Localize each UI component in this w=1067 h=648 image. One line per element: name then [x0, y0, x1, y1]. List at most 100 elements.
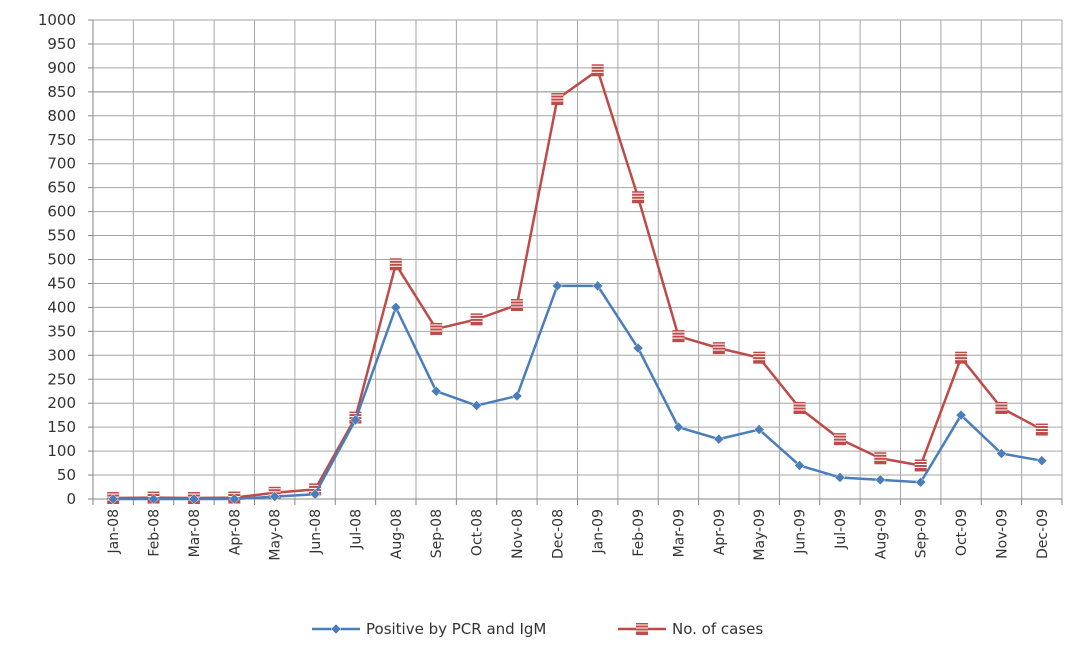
data-point — [632, 342, 644, 354]
x-tick-label: Apr-09 — [712, 509, 728, 555]
data-point — [833, 433, 846, 446]
x-tick-label: Aug-08 — [389, 509, 405, 559]
data-point — [269, 491, 281, 502]
data-point — [510, 299, 523, 312]
series-positive-by-pcr-and-igm — [107, 280, 1048, 505]
x-tick-label: Apr-08 — [227, 509, 243, 555]
data-point — [148, 493, 159, 505]
y-tick-label: 900 — [47, 59, 76, 77]
x-tick-label: Nov-09 — [994, 509, 1010, 559]
x-tick-label: Sep-08 — [429, 509, 445, 558]
x-tick-label: Aug-09 — [873, 509, 889, 559]
data-point — [591, 64, 604, 77]
data-point — [1035, 423, 1048, 436]
y-tick-label: 350 — [47, 322, 76, 340]
data-point — [430, 385, 442, 397]
data-point — [995, 401, 1008, 414]
data-point — [672, 330, 685, 343]
legend-item: Positive by PCR and IgM — [312, 620, 546, 638]
data-point — [592, 280, 604, 292]
x-tick-label: Nov-08 — [510, 509, 526, 559]
data-point — [673, 421, 684, 433]
y-tick-label: 800 — [47, 107, 76, 125]
data-point — [430, 322, 443, 335]
x-tick-label: Oct-09 — [954, 509, 970, 556]
data-point — [713, 433, 725, 445]
data-point — [712, 342, 725, 355]
y-axis-tick-labels: 0 50 100 150 200 250 300 350 400 450 500 550 600 650 7… — [38, 11, 76, 508]
series-line — [113, 284, 1043, 501]
y-tick-label: 850 — [47, 83, 76, 101]
data-point — [874, 474, 886, 486]
legend: Positive by PCR and IgM No. of cases — [312, 620, 763, 638]
data-point — [551, 93, 564, 106]
y-tick-label: 950 — [47, 35, 76, 53]
y-tick-label: 300 — [47, 346, 76, 364]
data-point — [915, 476, 927, 488]
data-point — [228, 493, 240, 505]
x-tick-label: May-08 — [268, 509, 284, 561]
y-tick-label: 450 — [47, 274, 76, 292]
y-tick-label: 1000 — [38, 11, 76, 29]
y-tick-label: 100 — [47, 442, 76, 460]
x-tick-label: Dec-09 — [1035, 509, 1051, 559]
x-tick-label: Dec-08 — [550, 509, 566, 559]
data-point — [794, 460, 805, 471]
x-axis-tick-labels: Jan-08 Feb-08 Mar-08 Apr-08 May-08 Jun-08 Jul-… — [106, 509, 1051, 561]
x-tick-label: Jul-09 — [833, 509, 849, 550]
y-tick-label: 250 — [47, 370, 76, 388]
y-tick-label: 500 — [47, 251, 76, 269]
x-tick-label: May-09 — [752, 509, 768, 561]
x-tick-label: Jun-08 — [308, 509, 324, 555]
data-point — [834, 472, 846, 483]
data-point — [996, 448, 1007, 459]
y-tick-label: 600 — [47, 203, 76, 221]
data-point — [107, 493, 119, 505]
y-tick-label: 200 — [47, 394, 76, 412]
legend-marker — [636, 623, 648, 635]
x-tick-label: Mar-09 — [671, 509, 687, 557]
data-point — [309, 488, 321, 500]
data-point — [389, 258, 402, 271]
x-tick-label: Jan-09 — [591, 509, 607, 554]
data-point — [914, 459, 927, 472]
y-tick-label: 650 — [47, 179, 76, 197]
data-point — [470, 313, 483, 326]
legend-marker — [330, 623, 342, 635]
series-line — [113, 69, 1043, 500]
y-tick-label: 400 — [47, 298, 76, 316]
y-tick-label: 150 — [47, 418, 76, 436]
data-point — [793, 401, 806, 414]
data-point — [471, 400, 482, 411]
x-tick-label: Jun-09 — [793, 509, 809, 555]
data-point — [1036, 455, 1048, 467]
data-point — [350, 414, 361, 426]
y-tick-label: 700 — [47, 155, 76, 173]
data-point — [632, 191, 645, 204]
x-tick-label: Jul-08 — [348, 509, 364, 550]
legend-label: No. of cases — [672, 620, 763, 638]
data-point — [874, 452, 887, 465]
x-tick-label: Feb-08 — [147, 509, 163, 557]
x-tick-label: Jan-08 — [106, 509, 122, 554]
data-point — [511, 390, 523, 402]
x-tick-label: Feb-09 — [631, 509, 647, 557]
data-point — [753, 424, 765, 435]
x-tick-label: Sep-09 — [914, 509, 930, 558]
y-tick-label: 50 — [57, 466, 76, 484]
series-lines — [107, 64, 1048, 505]
grid-lines — [88, 19, 1063, 505]
data-point — [390, 302, 402, 313]
data-point — [955, 409, 967, 421]
y-tick-label: 750 — [47, 131, 76, 149]
x-tick-label: Mar-08 — [187, 509, 203, 557]
data-point — [955, 351, 968, 364]
y-tick-label: 550 — [47, 227, 76, 245]
x-tick-label: Oct-08 — [470, 509, 486, 556]
data-point — [188, 493, 200, 505]
legend-label: Positive by PCR and IgM — [366, 620, 546, 638]
legend-item: No. of cases — [618, 620, 763, 638]
data-point — [551, 280, 563, 292]
